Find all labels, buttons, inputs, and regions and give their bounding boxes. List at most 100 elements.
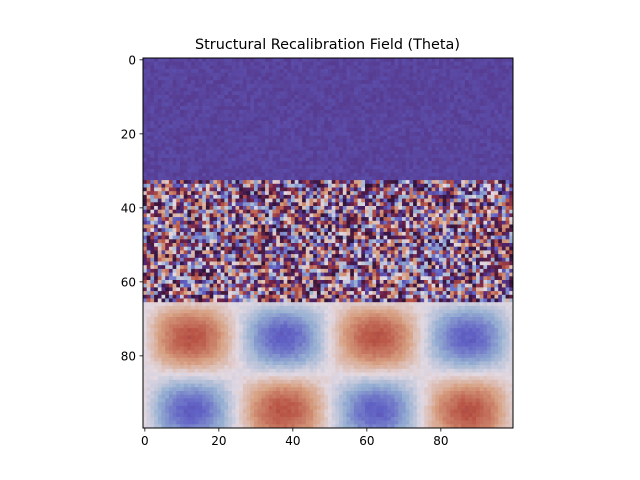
heatmap-cell (464, 206, 469, 211)
heatmap-cell (357, 224, 362, 229)
heatmap-cell (268, 72, 273, 77)
heatmap-cell (180, 109, 185, 114)
heatmap-cell (424, 209, 429, 214)
heatmap-cell (328, 194, 333, 199)
heatmap-cell (220, 239, 225, 244)
heatmap-cell (328, 135, 333, 140)
heatmap-cell (413, 157, 418, 162)
heatmap-cell (235, 83, 240, 88)
heatmap-cell (383, 239, 388, 244)
heatmap-cell (194, 58, 199, 63)
heatmap-cell (461, 157, 466, 162)
heatmap-cell (313, 65, 318, 70)
heatmap-cell (235, 172, 240, 177)
heatmap-cell (146, 150, 151, 155)
heatmap-cell (180, 58, 185, 63)
heatmap-cell (424, 132, 429, 137)
heatmap-cell (416, 150, 421, 155)
heatmap-cell (435, 217, 440, 222)
heatmap-cell (483, 106, 488, 111)
heatmap-cell (279, 228, 284, 233)
heatmap-cell (379, 198, 384, 203)
heatmap-cell (339, 72, 344, 77)
heatmap-cell (165, 198, 170, 203)
heatmap-cell (416, 106, 421, 111)
heatmap-cell (239, 157, 244, 162)
heatmap-cell (350, 124, 355, 129)
heatmap-cell (498, 72, 503, 77)
heatmap-cell (246, 69, 251, 74)
heatmap-cell (276, 183, 281, 188)
heatmap-cell (254, 128, 259, 133)
heatmap-cell (379, 217, 384, 222)
heatmap-cell (413, 120, 418, 125)
heatmap-cell (328, 180, 333, 185)
heatmap-cell (254, 102, 259, 107)
heatmap-cell (453, 202, 458, 207)
heatmap-cell (416, 183, 421, 188)
heatmap-cell (365, 217, 370, 222)
heatmap-cell (187, 91, 192, 96)
heatmap-cell (146, 213, 151, 218)
heatmap-cell (257, 106, 262, 111)
heatmap-cell (498, 202, 503, 207)
heatmap-cell (357, 95, 362, 100)
heatmap-cell (464, 143, 469, 148)
heatmap-cell (316, 146, 321, 151)
heatmap-cell (231, 161, 236, 166)
heatmap-cell (442, 239, 447, 244)
heatmap-cell (205, 58, 210, 63)
heatmap-cell (305, 102, 310, 107)
heatmap-cell (483, 128, 488, 133)
heatmap-cell (305, 128, 310, 133)
heatmap-cell (446, 72, 451, 77)
heatmap-cell (416, 169, 421, 174)
heatmap-cell (464, 120, 469, 125)
heatmap-cell (242, 157, 247, 162)
heatmap-cell (390, 180, 395, 185)
heatmap-cell (350, 135, 355, 140)
heatmap-cell (183, 220, 188, 225)
heatmap-cell (420, 220, 425, 225)
heatmap-cell (276, 109, 281, 114)
heatmap-cell (205, 183, 210, 188)
heatmap-cell (501, 83, 506, 88)
heatmap-cell (209, 95, 214, 100)
heatmap-cell (187, 61, 192, 66)
heatmap-cell (498, 95, 503, 100)
heatmap-cell (294, 72, 299, 77)
heatmap-cell (250, 139, 255, 144)
heatmap-cell (180, 194, 185, 199)
heatmap-cell (187, 139, 192, 144)
heatmap-cell (180, 69, 185, 74)
heatmap-cell (313, 143, 318, 148)
heatmap-cell (342, 157, 347, 162)
heatmap-cell (398, 109, 403, 114)
heatmap-cell (394, 102, 399, 107)
heatmap-cell (402, 239, 407, 244)
heatmap-cell (279, 213, 284, 218)
heatmap-cell (154, 206, 159, 211)
heatmap-cell (353, 224, 358, 229)
heatmap-cell (431, 117, 436, 122)
heatmap-cell (180, 231, 185, 236)
heatmap-cell (413, 135, 418, 140)
heatmap-cell (490, 224, 495, 229)
heatmap-cell (224, 183, 229, 188)
heatmap-cell (383, 228, 388, 233)
heatmap-cell (450, 187, 455, 192)
heatmap-cell (161, 165, 166, 170)
heatmap-cell (154, 61, 159, 66)
heatmap-cell (250, 98, 255, 103)
heatmap-cell (183, 169, 188, 174)
heatmap-cell (165, 87, 170, 92)
heatmap-cell (435, 209, 440, 214)
heatmap-cell (431, 157, 436, 162)
heatmap-cell (161, 198, 166, 203)
heatmap-cell (509, 150, 514, 155)
heatmap-cell (157, 113, 162, 118)
heatmap-cell (287, 169, 292, 174)
heatmap-cell (316, 80, 321, 85)
heatmap-cell (365, 139, 370, 144)
heatmap-cell (372, 202, 377, 207)
